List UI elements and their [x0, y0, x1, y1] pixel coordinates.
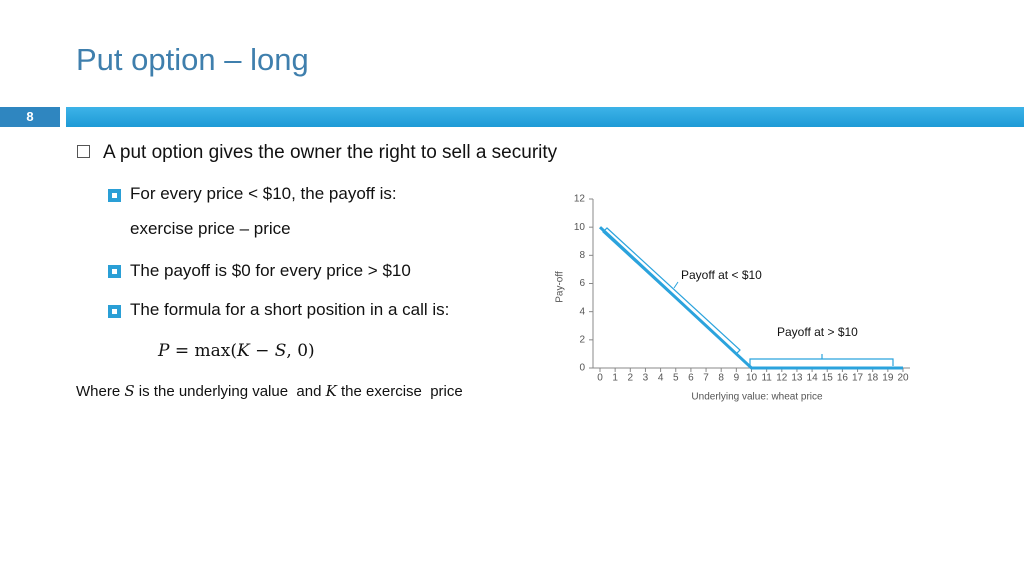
x-tick-label: 5 — [673, 373, 679, 384]
x-tick-label: 11 — [761, 373, 772, 384]
x-tick-label: 7 — [703, 373, 709, 384]
x-tick-label: 20 — [897, 373, 909, 384]
note: Where S is the underlying value and K th… — [76, 382, 463, 400]
header-bar — [66, 107, 1024, 127]
slide-number: 8 — [0, 107, 60, 127]
formula-text: − — [249, 341, 275, 361]
x-tick-label: 9 — [734, 373, 740, 384]
bullet: A put option gives the owner the right t… — [103, 142, 558, 163]
y-tick-label: 8 — [579, 250, 585, 261]
x-tick-label: 19 — [882, 373, 894, 384]
note-text: is the underlying value and — [134, 383, 326, 400]
sub-bullet-icon — [108, 189, 121, 202]
sub-bullet: The formula for a short position in a ca… — [130, 300, 450, 319]
note-var: K — [325, 382, 337, 400]
x-tick-label: 1 — [612, 373, 618, 384]
payoff-line — [598, 226, 903, 370]
bracket — [602, 227, 741, 355]
formula: P = max(K − S, 0) — [158, 341, 315, 361]
bracket — [749, 354, 894, 366]
sub-bullet-continuation: exercise price – price — [130, 219, 291, 238]
x-tick-label: 6 — [688, 373, 694, 384]
x-tick-label: 3 — [643, 373, 649, 384]
x-tick-label: 13 — [791, 373, 803, 384]
formula-text: , 0) — [286, 341, 315, 361]
sub-bullet: For every price < $10, the payoff is: — [130, 184, 397, 203]
note-text: Where — [76, 383, 125, 400]
x-tick-label: 17 — [852, 373, 864, 384]
y-tick-label: 6 — [579, 278, 585, 289]
note-var: S — [124, 382, 135, 400]
note-text: the exercise price — [336, 383, 463, 400]
y-tick-label: 10 — [574, 222, 586, 233]
sub-bullet-icon — [108, 265, 121, 278]
formula-var: S — [274, 341, 287, 361]
formula-var: K — [236, 341, 250, 361]
annotation: Payoff at > $10 — [777, 325, 858, 339]
x-tick-label: 2 — [628, 373, 634, 384]
y-tick-label: 2 — [579, 334, 585, 345]
sub-bullet-icon — [108, 305, 121, 318]
y-tick-label: 0 — [579, 363, 585, 374]
annotation: Payoff at < $10 — [681, 268, 762, 282]
x-tick-label: 18 — [867, 373, 879, 384]
x-axis-label: Underlying value: wheat price — [691, 392, 823, 403]
bullet-icon — [77, 145, 90, 158]
formula-var: P — [158, 341, 170, 361]
x-tick-label: 10 — [746, 373, 758, 384]
x-tick-label: 16 — [837, 373, 849, 384]
bracket-pointer — [673, 281, 679, 289]
x-tick-label: 4 — [658, 373, 664, 384]
x-tick-label: 0 — [597, 373, 603, 384]
x-tick-label: 12 — [776, 373, 788, 384]
x-tick-label: 8 — [718, 373, 724, 384]
x-tick-label: 14 — [807, 373, 819, 384]
x-tick-label: 15 — [822, 373, 834, 384]
formula-text: = max( — [169, 341, 237, 361]
sub-bullet: The payoff is $0 for every price > $10 — [130, 261, 411, 280]
y-tick-label: 4 — [579, 306, 585, 317]
y-axis-label: Pay-off — [555, 271, 566, 303]
y-tick-label: 12 — [574, 194, 586, 205]
slide-title: Put option – long — [76, 42, 309, 77]
